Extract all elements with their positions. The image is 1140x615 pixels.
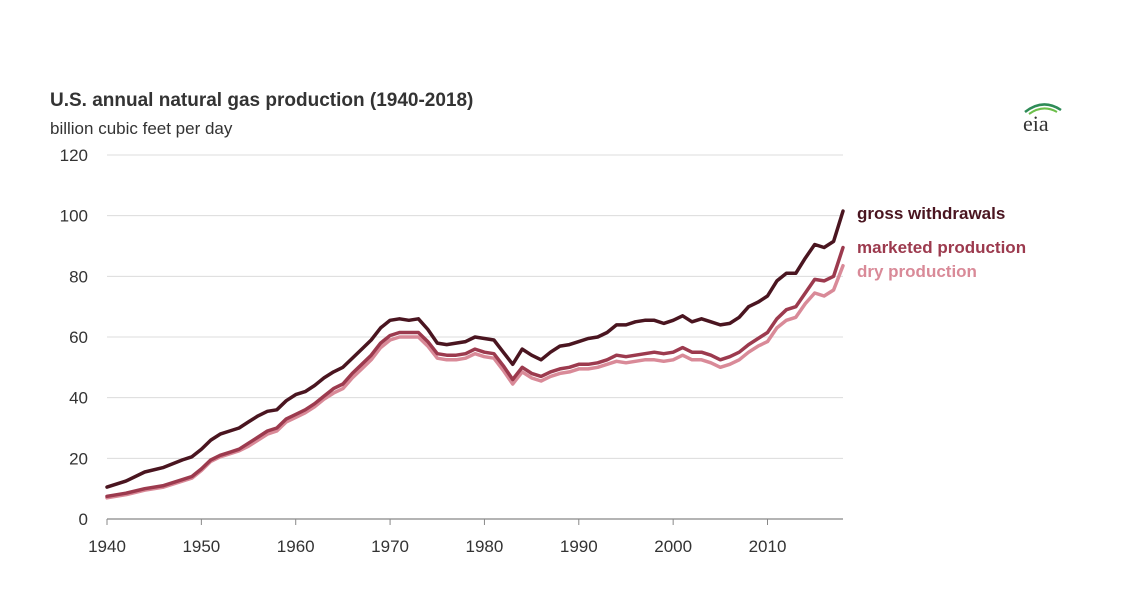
chart-subtitle: billion cubic feet per day [50, 119, 233, 138]
y-tick-label: 40 [69, 389, 88, 408]
x-tick-label: 1950 [182, 537, 220, 556]
x-tick-label: 1960 [277, 537, 315, 556]
series-line-dry-production [105, 263, 845, 500]
series-label-gross-withdrawals: gross withdrawals [857, 204, 1005, 223]
x-tick-label: 1940 [88, 537, 126, 556]
x-tick-label: 1970 [371, 537, 409, 556]
x-axis: 1940 1950 1960 1970 1980 1990 2000 2010 [88, 519, 786, 556]
y-tick-label: 100 [60, 207, 88, 226]
eia-logo-arc-inner [1028, 107, 1058, 115]
eia-logo-text: eia [1023, 111, 1049, 136]
y-tick-label: 0 [79, 510, 88, 529]
grid-lines [107, 154, 843, 520]
eia-logo-arc-outer [1024, 103, 1062, 114]
series-lines [105, 209, 845, 500]
series-line-gross-withdrawals [105, 209, 845, 489]
x-tick-label: 1990 [560, 537, 598, 556]
x-tick-label: 2010 [749, 537, 787, 556]
chart-title: U.S. annual natural gas production (1940… [50, 90, 474, 111]
x-tick-label: 2000 [654, 537, 692, 556]
series-labels: gross withdrawals marketed production dry … [857, 204, 1026, 281]
y-tick-label: 60 [69, 328, 88, 347]
y-tick-label: 80 [69, 267, 88, 286]
series-label-dry-production: dry production [857, 262, 977, 281]
eia-logo: eia [1023, 103, 1062, 136]
series-label-marketed-production: marketed production [857, 238, 1026, 257]
y-axis: 0 20 40 60 80 100 120 [60, 146, 88, 529]
y-tick-label: 20 [69, 449, 88, 468]
y-tick-label: 120 [60, 146, 88, 165]
series-line-marketed-production [105, 245, 845, 499]
x-tick-label: 1980 [466, 537, 504, 556]
